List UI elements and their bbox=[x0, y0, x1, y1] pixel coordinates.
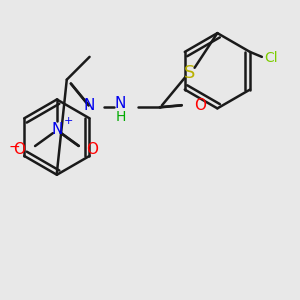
Text: Cl: Cl bbox=[264, 51, 278, 65]
Text: S: S bbox=[184, 64, 195, 82]
Text: N: N bbox=[115, 96, 126, 111]
Text: N: N bbox=[83, 98, 94, 113]
Text: O: O bbox=[195, 98, 207, 113]
Text: O: O bbox=[87, 142, 99, 157]
Text: N: N bbox=[51, 122, 63, 137]
Text: O: O bbox=[13, 142, 25, 157]
Text: H: H bbox=[116, 110, 126, 124]
Text: −: − bbox=[8, 140, 20, 154]
Text: +: + bbox=[64, 116, 73, 126]
